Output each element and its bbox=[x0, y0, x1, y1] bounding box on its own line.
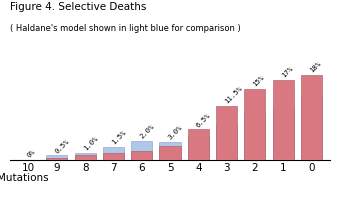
Text: 15%: 15% bbox=[252, 75, 266, 88]
Bar bbox=[273, 80, 294, 160]
Bar bbox=[188, 136, 209, 160]
Bar bbox=[46, 158, 67, 160]
Bar bbox=[244, 89, 266, 160]
Bar bbox=[74, 155, 96, 160]
Text: 17%: 17% bbox=[280, 65, 294, 79]
Bar bbox=[159, 142, 181, 160]
Bar bbox=[74, 153, 96, 160]
Bar bbox=[103, 147, 124, 160]
Text: 11.5%: 11.5% bbox=[224, 85, 243, 105]
Text: 1.0%: 1.0% bbox=[82, 135, 99, 152]
Bar bbox=[103, 153, 124, 160]
Bar bbox=[301, 75, 322, 160]
Text: Mutations: Mutations bbox=[0, 173, 49, 183]
Bar bbox=[131, 151, 152, 160]
Text: 2.0%: 2.0% bbox=[139, 124, 155, 140]
Bar bbox=[188, 129, 209, 160]
Text: 18%: 18% bbox=[309, 60, 322, 74]
Bar bbox=[46, 155, 67, 160]
Bar bbox=[159, 146, 181, 160]
Text: 1.5%: 1.5% bbox=[110, 129, 127, 146]
Bar bbox=[216, 125, 237, 160]
Text: 6.5%: 6.5% bbox=[195, 112, 212, 128]
Bar bbox=[273, 108, 294, 160]
Bar bbox=[301, 96, 322, 160]
Bar bbox=[244, 113, 266, 160]
Bar bbox=[131, 141, 152, 160]
Text: 0.5%: 0.5% bbox=[54, 138, 71, 154]
Bar bbox=[216, 106, 237, 160]
Text: ( Haldane's model shown in light blue for comparison ): ( Haldane's model shown in light blue fo… bbox=[10, 24, 241, 33]
Text: 3.0%: 3.0% bbox=[167, 124, 184, 141]
Text: Figure 4. Selective Deaths: Figure 4. Selective Deaths bbox=[10, 2, 147, 12]
Text: 0%: 0% bbox=[26, 149, 36, 159]
